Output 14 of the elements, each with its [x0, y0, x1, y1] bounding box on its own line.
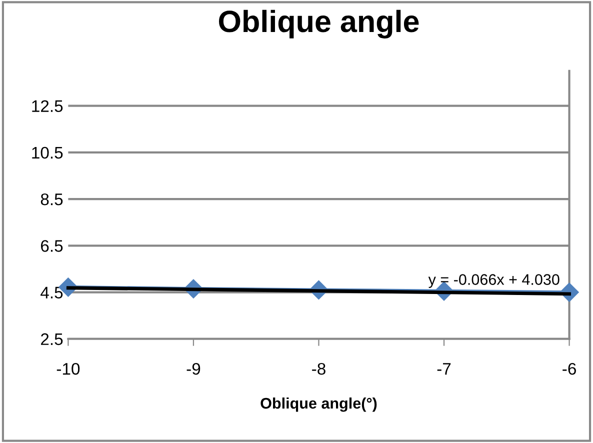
annotation: y = -0.066x + 4.030 — [428, 274, 560, 288]
x-tick-label: -10 — [56, 362, 80, 375]
y-tick-label: 2.5 — [41, 333, 63, 346]
x-tick-label: -9 — [186, 362, 200, 375]
y-tick-label: 8.5 — [40, 193, 63, 206]
chart-title: Oblique angle — [218, 10, 419, 38]
x-tick-label: -8 — [312, 362, 326, 375]
x-tick-label: -6 — [562, 362, 576, 375]
x-tick-label: -7 — [437, 363, 451, 375]
x-axis-title: Oblique angle(°) — [260, 397, 377, 412]
y-tick-label: 4.5 — [40, 286, 63, 298]
y-tick-label: 10.5 — [32, 146, 63, 159]
y-tick-label: 6.5 — [41, 240, 63, 252]
y-tick-label: 12.5 — [32, 100, 63, 112]
